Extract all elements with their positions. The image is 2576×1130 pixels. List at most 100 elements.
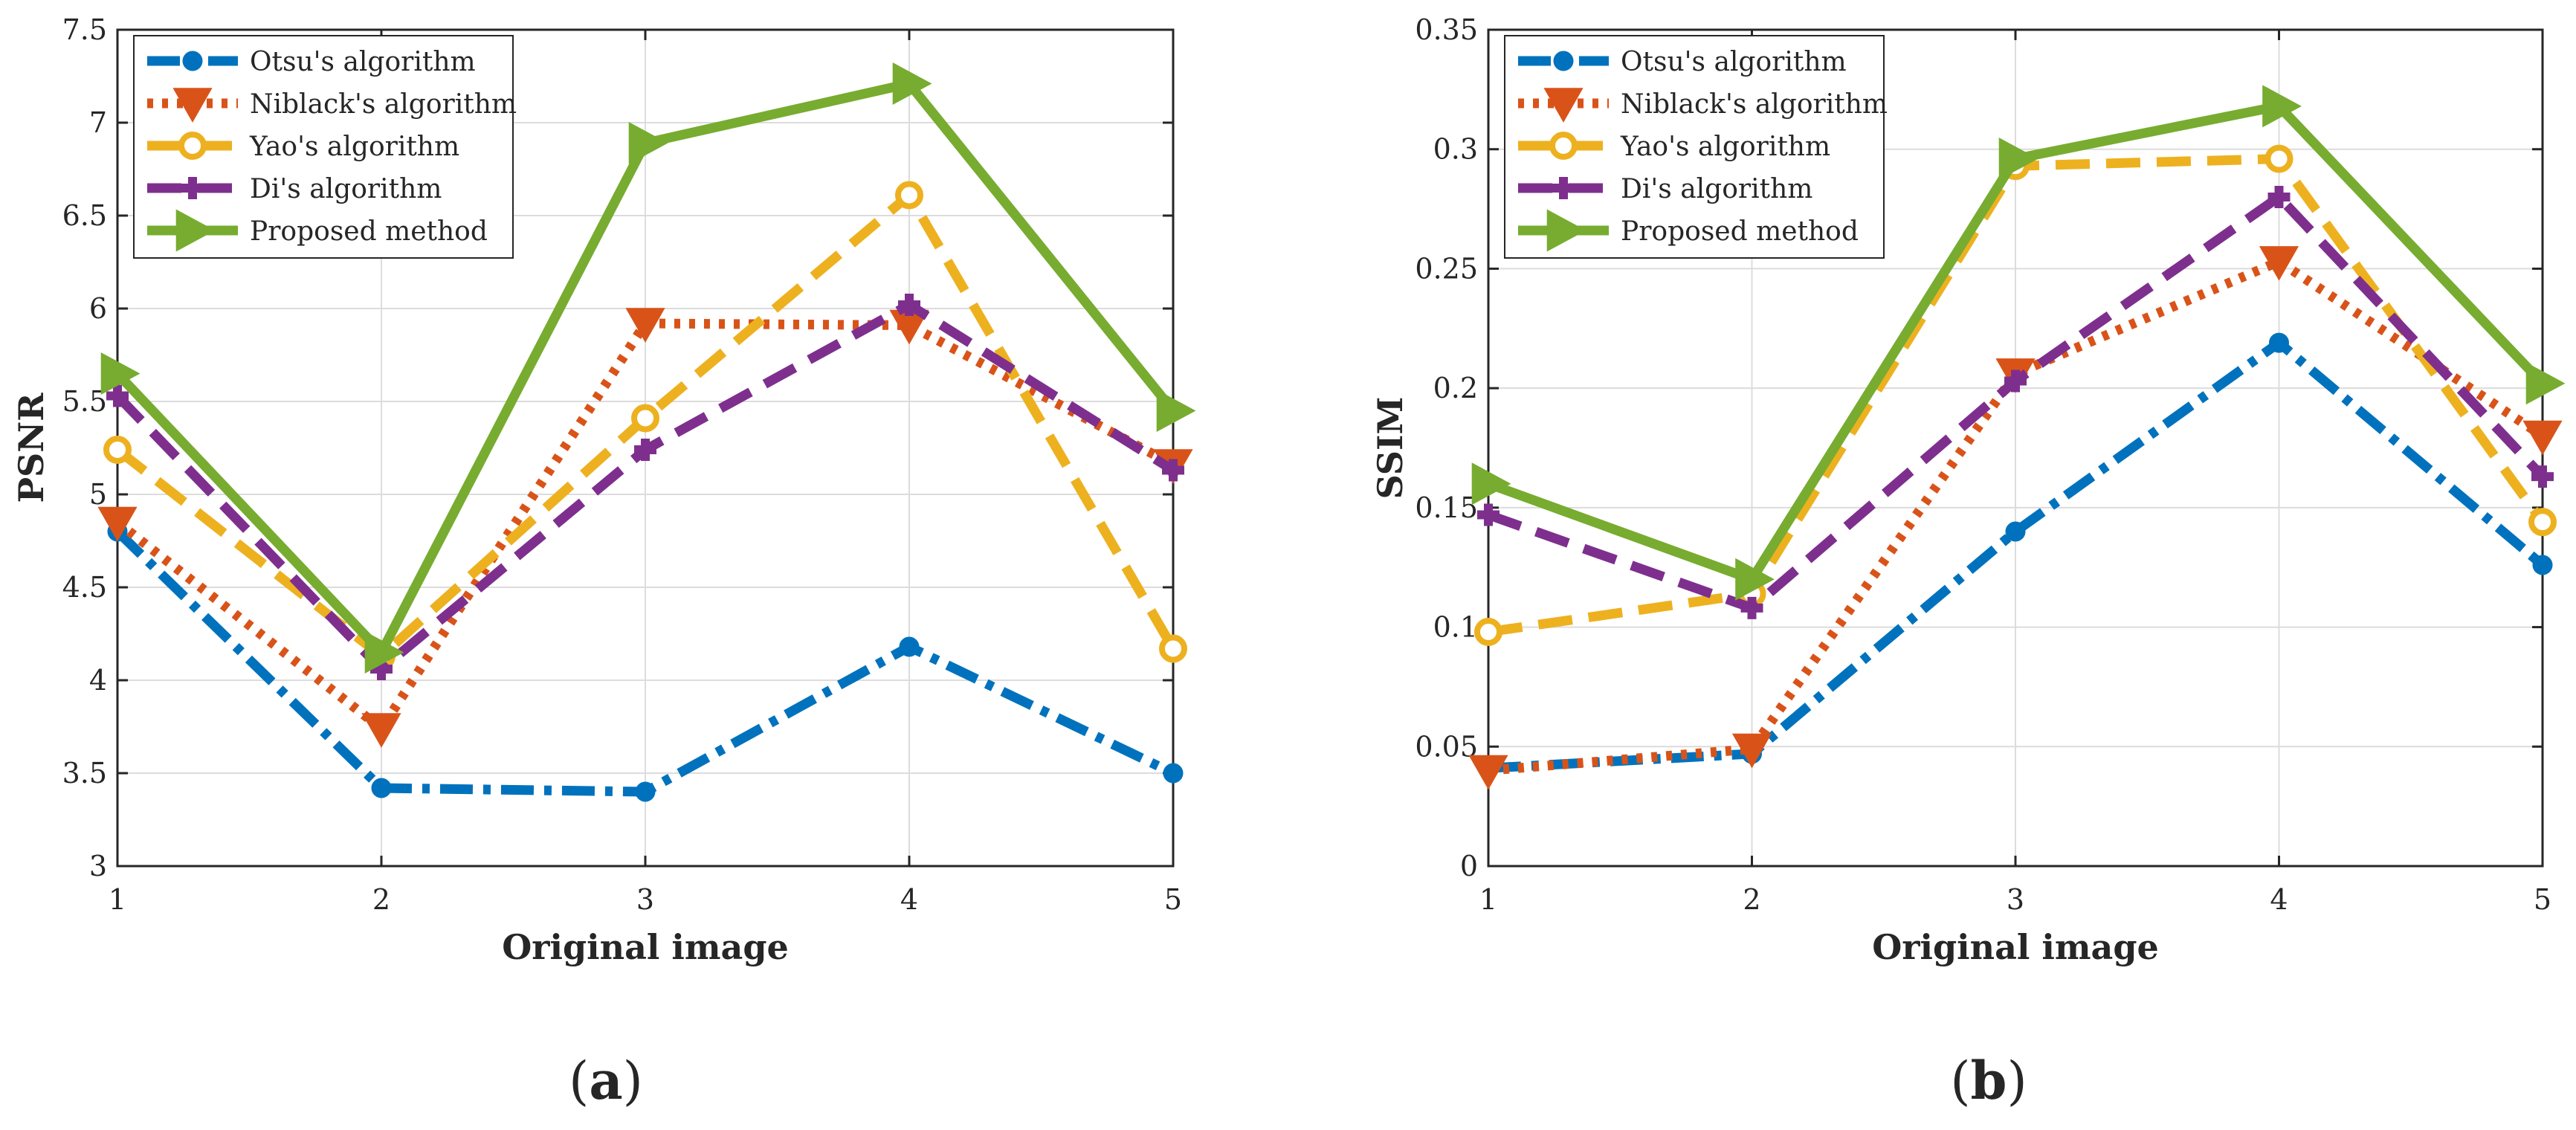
x-axis-label: Original image [1872, 927, 2159, 967]
legend-label: Di's algorithm [250, 174, 442, 204]
x-tick-label: 3 [2007, 883, 2024, 916]
legend-label: Niblack's algorithm [250, 89, 517, 120]
legend-marker-niblack-s-algorithm [1543, 88, 1584, 123]
panel-label-open: ( [1950, 1050, 1970, 1111]
chart-1: 1 2 3 4 5 3 3.5 4 4.5 5 5.5 6 6.5 7 7.5 Original image P… [11, 13, 1196, 1111]
data-point-yao-s-algorithm-4 [895, 181, 923, 210]
y-axis-label: SSIM [1370, 397, 1410, 500]
data-point-otsu-s-algorithm-4 [2269, 332, 2289, 353]
data-point-proposed-method-4 [2262, 85, 2302, 128]
data-point-niblack-s-algorithm-5 [2522, 420, 2563, 456]
data-point-proposed-method-1 [1471, 462, 1511, 506]
x-tick-label: 4 [900, 883, 918, 916]
y-tick-label: 6 [89, 292, 107, 325]
series-proposed-method [1471, 85, 2566, 601]
data-point-proposed-method-4 [892, 62, 932, 106]
data-point-niblack-s-algorithm-4 [2259, 246, 2299, 281]
legend-marker-proposed-method [1546, 209, 1586, 252]
x-tick-label: 2 [372, 883, 390, 916]
data-point-niblack-s-algorithm-1 [1468, 755, 1508, 790]
x-tick-label: 5 [1164, 883, 1182, 916]
y-tick-label: 0.3 [1433, 133, 1478, 166]
panel-label-letter: b [1971, 1050, 2007, 1111]
panel-label: (a) [569, 1050, 643, 1111]
y-tick-label: 6.5 [62, 199, 107, 232]
data-point-yao-s-algorithm-1 [103, 436, 132, 464]
legend: Otsu's algorithm Niblack's algorithm Yao's… [1504, 35, 1888, 259]
legend-marker-yao-s-algorithm [1549, 132, 1578, 160]
y-tick-label: 5 [89, 478, 107, 511]
data-point-proposed-method-3 [1998, 138, 2038, 181]
y-tick-label: 0.25 [1415, 252, 1478, 285]
data-point-yao-s-algorithm-3 [631, 404, 659, 433]
series-di-s-algorithm [1477, 186, 2554, 619]
data-point-yao-s-algorithm-5 [2528, 508, 2557, 537]
legend-label: Yao's algorithm [1620, 132, 1830, 162]
series-yao-s-algorithm [103, 181, 1187, 671]
data-point-otsu-s-algorithm-2 [371, 778, 392, 798]
series-line-otsu-s-algorithm [1488, 336, 2546, 773]
chart-2: 1 2 3 4 5 0 0.05 0.1 0.15 0.2 0.25 0.3 0.35 Original … [1370, 13, 2566, 1111]
y-tick-label: 0.05 [1415, 730, 1478, 763]
y-tick-label: 5.5 [62, 385, 107, 418]
data-point-niblack-s-algorithm-3 [625, 308, 665, 343]
panel-label-letter: a [589, 1050, 622, 1111]
data-point-proposed-method-1 [100, 352, 141, 396]
x-tick-label: 4 [2270, 883, 2288, 916]
panel-label-close: ) [2007, 1050, 2027, 1111]
data-point-otsu-s-algorithm-3 [635, 781, 656, 802]
y-tick-label: 4 [89, 664, 107, 697]
legend-label: Yao's algorithm [249, 132, 459, 162]
x-tick-label: 1 [1479, 883, 1497, 916]
y-tick-label: 0.1 [1433, 611, 1478, 644]
y-axis-label: PSNR [11, 393, 51, 503]
y-tick-label: 0 [1460, 850, 1478, 882]
legend-marker-otsu-s-algorithm [1553, 51, 1574, 71]
legend-marker-niblack-s-algorithm [172, 88, 213, 123]
panel-label: (b) [1950, 1050, 2027, 1111]
y-tick-label: 4.5 [62, 571, 107, 604]
legend: Otsu's algorithm Niblack's algorithm Yao's… [133, 35, 517, 259]
y-tick-label: 7 [89, 106, 107, 139]
x-tick-label: 2 [1743, 883, 1760, 916]
x-tick-label: 5 [2534, 883, 2551, 916]
data-point-yao-s-algorithm-4 [2265, 144, 2293, 173]
legend-label: Proposed method [250, 216, 488, 247]
data-point-proposed-method-2 [364, 630, 404, 674]
data-point-otsu-s-algorithm-3 [2005, 521, 2026, 542]
data-point-yao-s-algorithm-1 [1474, 618, 1502, 646]
y-tick-label: 3.5 [62, 757, 107, 790]
legend-marker-otsu-s-algorithm [182, 51, 203, 71]
y-tick-label: 0.15 [1415, 491, 1478, 524]
x-axis-label: Original image [502, 927, 789, 967]
panel-label-open: ( [569, 1050, 589, 1111]
y-tick-label: 0.2 [1433, 372, 1478, 404]
data-point-proposed-method-5 [2525, 362, 2566, 405]
x-tick-label: 1 [109, 883, 126, 916]
x-tick-label: 3 [636, 883, 654, 916]
y-tick-label: 7.5 [62, 13, 107, 46]
data-point-niblack-s-algorithm-1 [97, 506, 138, 542]
data-point-niblack-s-algorithm-2 [361, 713, 401, 748]
data-point-otsu-s-algorithm-4 [899, 636, 920, 657]
data-point-niblack-s-algorithm-2 [1731, 733, 1772, 769]
data-point-proposed-method-5 [1156, 389, 1196, 433]
y-tick-label: 3 [89, 850, 107, 882]
data-point-proposed-method-2 [1735, 558, 1775, 601]
legend-label: Proposed method [1621, 216, 1859, 247]
data-point-yao-s-algorithm-5 [1159, 634, 1187, 663]
legend-label: Di's algorithm [1621, 174, 1812, 204]
legend-marker-yao-s-algorithm [178, 132, 207, 160]
legend-label: Niblack's algorithm [1621, 89, 1888, 120]
legend-label: Otsu's algorithm [1621, 47, 1847, 77]
data-point-proposed-method-3 [628, 121, 668, 165]
panel-label-close: ) [623, 1050, 643, 1111]
y-tick-label: 0.35 [1415, 13, 1478, 46]
data-point-otsu-s-algorithm-5 [2532, 555, 2553, 575]
legend-marker-proposed-method [175, 209, 216, 252]
data-point-otsu-s-algorithm-5 [1163, 763, 1184, 784]
series-proposed-method [100, 62, 1196, 674]
legend-label: Otsu's algorithm [250, 47, 476, 77]
